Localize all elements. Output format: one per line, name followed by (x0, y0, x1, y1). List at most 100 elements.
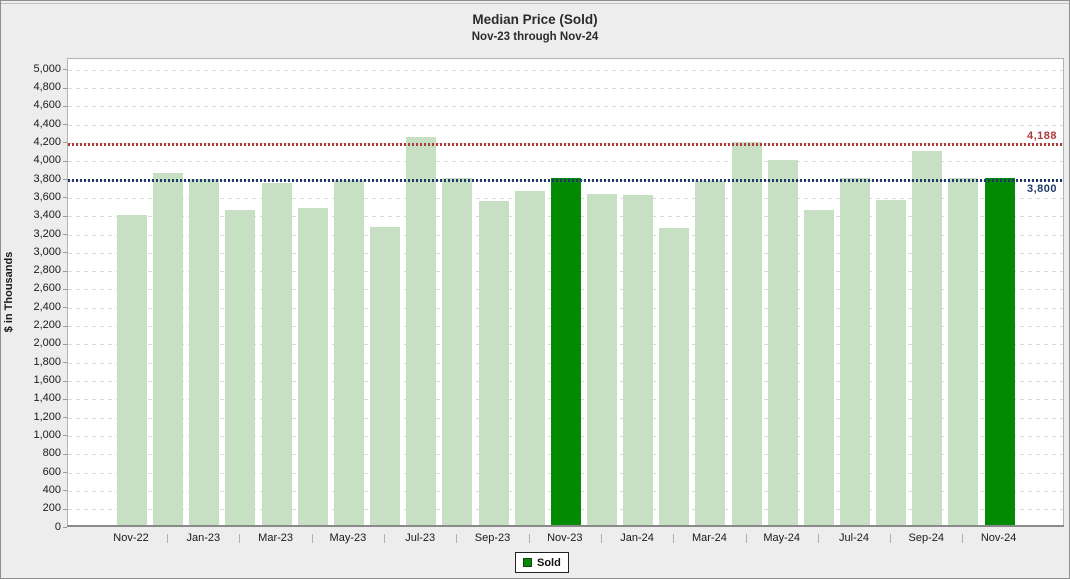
y-tick-mark-3800 (63, 179, 67, 181)
x-tick-separator (528, 534, 530, 543)
y-tick-mark-2000 (63, 343, 67, 345)
bar-Sep-24 (912, 150, 943, 526)
y-tick-label-5000: 5,000 (33, 62, 61, 75)
reference-label-4,188: 4,188 (1026, 129, 1057, 142)
y-tick-label-3800: 3,800 (33, 172, 61, 185)
x-tick-separator (600, 534, 602, 543)
gridline-4600 (68, 106, 1063, 108)
x-tick-label-Jan-24: Jan-24 (620, 532, 654, 544)
y-tick-label-1000: 1,000 (33, 428, 61, 441)
y-tick-mark-4200 (63, 142, 67, 144)
y-tick-mark-2800 (63, 270, 67, 272)
bar-Jul-23 (406, 136, 437, 526)
y-tick-mark-3000 (63, 252, 67, 254)
bar-Mar-24 (695, 180, 726, 526)
bar-Feb-23 (225, 210, 256, 526)
x-tick-label-Jul-23: Jul-23 (405, 532, 436, 544)
legend: Sold (515, 552, 569, 573)
y-tick-mark-1600 (63, 380, 67, 382)
x-tick-label-Jan-23: Jan-23 (186, 532, 221, 544)
x-tick-label-May-23: May-23 (329, 532, 367, 544)
x-tick-separator (311, 534, 313, 543)
x-tick-label-Nov-22: Nov-22 (113, 532, 149, 544)
y-tick-mark-4400 (63, 124, 67, 126)
y-tick-mark-800 (63, 453, 67, 455)
bar-May-24 (767, 159, 798, 526)
y-tick-mark-2400 (63, 307, 67, 309)
y-tick-mark-5000 (63, 69, 67, 71)
bar-Nov-23 (550, 178, 581, 526)
y-tick-label-3400: 3,400 (33, 209, 61, 222)
y-tick-mark-3400 (63, 215, 67, 217)
y-tick-label-1400: 1,400 (33, 392, 61, 405)
y-tick-mark-4600 (63, 105, 67, 107)
x-tick-separator (962, 534, 964, 543)
bar-Oct-23 (514, 190, 545, 526)
x-tick-separator (745, 534, 747, 543)
y-tick-label-2000: 2,000 (33, 337, 61, 350)
bar-Dec-23 (586, 193, 617, 526)
x-tick-separator (673, 534, 675, 543)
bar-Nov-24 (984, 178, 1015, 526)
x-tick-label-May-24: May-24 (763, 532, 801, 544)
bar-Mar-23 (261, 182, 292, 526)
bar-Jun-23 (370, 226, 401, 526)
bar-Feb-24 (659, 227, 690, 526)
y-tick-label-2400: 2,400 (33, 300, 61, 313)
x-tick-separator (384, 534, 386, 543)
y-tick-mark-2600 (63, 288, 67, 290)
plot-area: 4,188 3,800 (67, 58, 1064, 527)
y-tick-mark-1800 (63, 362, 67, 364)
y-tick-mark-4800 (63, 87, 67, 89)
bar-Aug-23 (442, 178, 473, 526)
y-tick-label-4400: 4,400 (33, 117, 61, 130)
bar-Dec-22 (153, 172, 184, 526)
y-tick-label-600: 600 (42, 465, 61, 478)
y-tick-mark-3600 (63, 197, 67, 199)
gridline-5000 (68, 69, 1063, 71)
bar-Jun-24 (803, 210, 834, 526)
legend-label-sold: Sold (537, 556, 561, 569)
gridline-4800 (68, 88, 1063, 89)
bar-Nov-22 (117, 214, 147, 526)
x-tick-separator (167, 534, 169, 543)
y-tick-label-2800: 2,800 (33, 264, 61, 277)
y-tick-mark-3200 (63, 234, 67, 235)
x-tick-separator (239, 534, 241, 543)
reference-label-3,800: 3,800 (1026, 183, 1057, 196)
bar-Jul-24 (840, 178, 870, 526)
x-axis-line (67, 525, 1064, 527)
y-tick-label-3600: 3,600 (33, 190, 61, 203)
y-tick-label-3200: 3,200 (33, 227, 61, 240)
y-tick-label-400: 400 (42, 483, 61, 496)
y-tick-label-4000: 4,000 (33, 154, 61, 167)
bar-Apr-24 (731, 142, 762, 526)
x-tick-label-Mar-24: Mar-24 (691, 532, 727, 544)
y-tick-label-800: 800 (42, 447, 61, 460)
bar-Jan-24 (623, 194, 654, 526)
y-tick-label-4600: 4,600 (33, 99, 61, 112)
x-tick-label-Sep-24: Sep-24 (908, 532, 945, 544)
chart-title: Median Price (Sold) (472, 12, 598, 27)
y-tick-mark-1000 (63, 435, 67, 437)
y-tick-mark-2200 (63, 325, 67, 327)
x-tick-label-Sep-23: Sep-23 (474, 532, 511, 544)
y-tick-label-4800: 4,800 (33, 81, 61, 93)
bar-Jan-23 (189, 179, 220, 526)
bar-Oct-24 (948, 178, 979, 526)
x-tick-label-Jul-24: Jul-24 (839, 532, 869, 544)
y-tick-label-1600: 1,600 (33, 374, 61, 386)
legend-swatch-sold (523, 558, 532, 567)
bar-Aug-24 (876, 200, 907, 526)
reference-line-4,188 (68, 143, 1063, 147)
gridline-4000 (68, 161, 1063, 163)
y-tick-label-1200: 1,200 (33, 410, 61, 423)
bar-May-23 (333, 179, 364, 526)
y-tick-label-4200: 4,200 (33, 135, 61, 148)
y-tick-mark-0 (63, 527, 67, 528)
y-tick-mark-400 (63, 490, 67, 492)
bar-Sep-23 (478, 200, 509, 526)
bar-Apr-23 (297, 208, 328, 526)
x-tick-separator (817, 534, 819, 543)
